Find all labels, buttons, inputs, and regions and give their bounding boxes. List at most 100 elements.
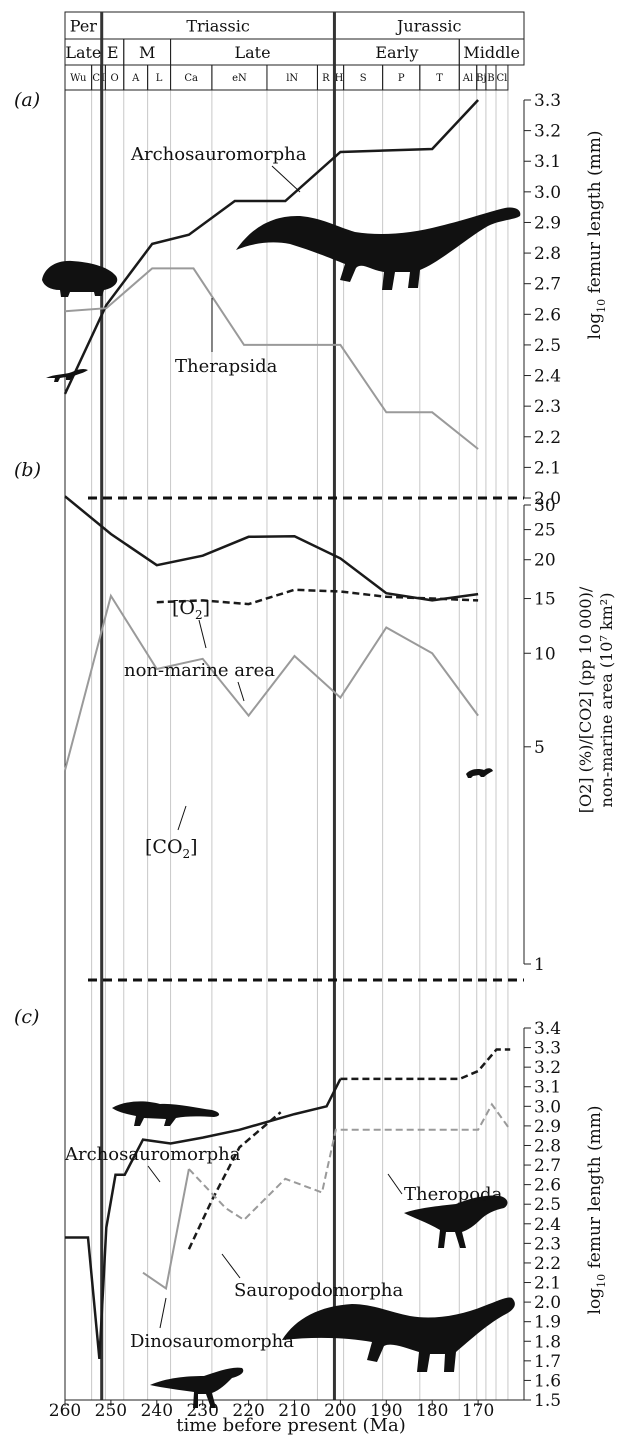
epoch-label: Late	[65, 43, 101, 62]
dinosauromorph-silhouette	[150, 1367, 244, 1408]
period-label: Jurassic	[395, 16, 461, 35]
y-tick-label: 1.8	[534, 1332, 561, 1352]
series-line-theropoda	[188, 1102, 512, 1222]
leader-archosauromorpha-c	[147, 1165, 161, 1183]
y-tick-label: 15	[534, 590, 556, 610]
series-label-dinosauromorpha: Dinosauromorpha	[130, 1331, 294, 1352]
period-label: Triassic	[186, 16, 250, 35]
stage-label: R	[322, 73, 330, 84]
y-axis-title-a: log10 femur length (mm)	[585, 131, 608, 340]
animal-silhouettes	[42, 207, 521, 1408]
stage-label: S	[360, 73, 367, 84]
stage-label: lN	[286, 73, 298, 84]
series-label-non-marine-area: non-marine area	[124, 660, 275, 681]
y-tick-label: 2.1	[534, 1274, 561, 1294]
y-tick-label: 3.2	[534, 1058, 561, 1078]
stage-label: O	[110, 73, 118, 84]
epoch-label: E	[107, 43, 119, 62]
y-tick-label: 2.8	[534, 1136, 561, 1156]
leader-dinosauromorph	[159, 1297, 167, 1329]
panel-c-label: (c)	[14, 1006, 39, 1028]
x-tick-label: 250	[95, 1401, 127, 1421]
stage-label: Wu	[70, 73, 87, 84]
stage-label: Al	[462, 73, 473, 84]
y-tick-label: 2.9	[534, 1117, 561, 1137]
timescale-header: Per Triassic Jurassic Late E M Late Early Middle…	[64, 11, 525, 91]
series-line-archosauromorpha-dashed	[340, 1048, 511, 1081]
y-tick-label: 2.4	[534, 1215, 561, 1235]
archosaur-silhouette	[112, 1101, 220, 1126]
series-line-archosauromorpha	[65, 1078, 342, 1360]
y-axis-title-b-line2: non-marine area (10⁷ km²)	[597, 593, 616, 808]
stage-gridlines	[91, 90, 509, 1400]
stage-label: Cl	[497, 73, 508, 84]
y-tick-label: 25	[534, 521, 556, 541]
stage-cell	[495, 64, 509, 91]
sauropodomorph-silhouette	[236, 207, 521, 290]
y-tick-label: 2.5	[534, 1195, 561, 1215]
epoch-label: Late	[234, 43, 270, 62]
stage-label: T	[436, 73, 443, 84]
y-tick-label: 2.3	[534, 397, 561, 417]
y-tick-label: 3.2	[534, 122, 561, 142]
y-tick-label: 1.7	[534, 1352, 561, 1372]
y-tick-label: 20	[534, 551, 556, 571]
x-tick-label: 170	[462, 1401, 494, 1421]
x-tick-label: 210	[278, 1401, 310, 1421]
y-tick-label: 2.3	[534, 1234, 561, 1254]
series-label-theropoda: Theropoda	[404, 1184, 503, 1205]
y-tick-label: 3.1	[534, 152, 561, 172]
y-tick-label: 2.0	[534, 489, 561, 509]
epoch-label: Middle	[463, 43, 520, 62]
series-label-sauropodomorpha: Sauropodomorpha	[234, 1280, 403, 1301]
panel-a-label: (a)	[14, 89, 40, 111]
y-tick-label: 1.6	[534, 1371, 561, 1391]
small-archosauromorph-silhouette	[46, 368, 88, 382]
y-tick-label: 2.2	[534, 1254, 561, 1274]
mammal-silhouette	[466, 768, 493, 778]
y-tick-label: 2.7	[534, 275, 561, 295]
series-line-dinosauromorpha	[142, 1168, 190, 1291]
period-label: Per	[70, 16, 98, 35]
y-tick-label: 3.0	[534, 183, 561, 203]
series-line-therapsida	[64, 267, 479, 450]
sauropodomorph-silhouette-c	[282, 1297, 515, 1372]
stage-label: B	[487, 73, 494, 84]
y-tick-label: 2.6	[534, 305, 561, 325]
stage-label: eN	[232, 73, 247, 84]
series-line-sauropodomorpha	[187, 1111, 282, 1250]
y-tick-label: 2.9	[534, 213, 561, 233]
y-tick-label: 3.3	[534, 91, 561, 111]
leader-theropoda	[387, 1173, 403, 1195]
y-tick-label: 2.8	[534, 244, 561, 264]
x-tick-label: 190	[370, 1401, 402, 1421]
series-line-non-marine-area	[156, 588, 479, 606]
leader-non-marine-area	[237, 681, 245, 702]
epoch-label: M	[139, 43, 155, 62]
y-tick-label: 30	[534, 496, 556, 516]
x-tick-label: 200	[324, 1401, 356, 1421]
x-tick-label: 180	[416, 1401, 448, 1421]
y-tick-label: 2.7	[534, 1156, 561, 1176]
therapsid-silhouette	[42, 260, 118, 297]
epoch-label: Early	[375, 43, 418, 62]
data-series	[63, 99, 512, 1360]
y-tick-label: 3.4	[534, 1019, 561, 1039]
leader-sauropodomorpha	[221, 1253, 241, 1279]
y-tick-label: 1.9	[534, 1313, 561, 1333]
panel-b-label: (b)	[14, 459, 41, 481]
y-tick-label: 2.5	[534, 336, 561, 356]
x-tick-label: 260	[49, 1401, 81, 1421]
y-axis-title-b-line1: [O2] (%)/[CO2] (pp 10 000)/	[576, 586, 595, 813]
x-tick-label: 240	[141, 1401, 173, 1421]
y-tick-label: 3.0	[534, 1097, 561, 1117]
stage-label: L	[156, 73, 163, 84]
y-tick-label: 2.2	[534, 428, 561, 448]
leader-co2	[177, 805, 187, 831]
leader-archosauromorpha-a	[271, 165, 301, 193]
x-tick-label: 220	[232, 1401, 264, 1421]
stage-label: A	[131, 73, 140, 84]
y-tick-label: 2.0	[534, 1293, 561, 1313]
y-tick-label: 3.3	[534, 1039, 561, 1059]
